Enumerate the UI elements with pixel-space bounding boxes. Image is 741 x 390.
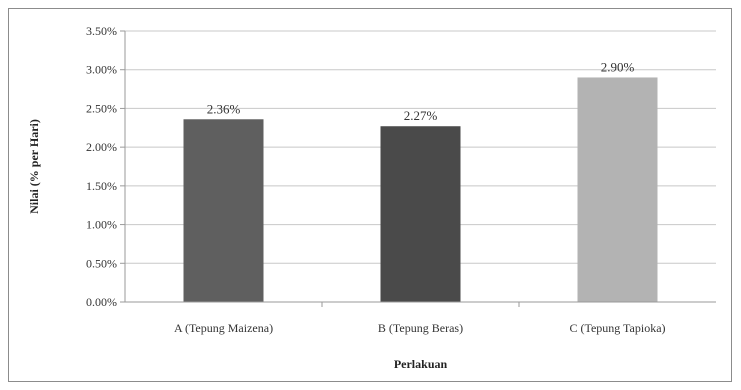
data-label: 2.36% [207, 101, 241, 116]
bar [577, 77, 658, 302]
bars [183, 77, 658, 302]
x-tick-labels: A (Tepung Maizena) B (Tepung Beras) C (Tep… [174, 302, 666, 335]
bar [380, 126, 461, 302]
y-tick-label: 0.50% [86, 256, 117, 270]
y-tick-label: 1.00% [86, 218, 117, 232]
x-axis-title: Perlakuan [394, 357, 448, 371]
x-tick-label: A (Tepung Maizena) [174, 321, 273, 335]
y-tick-label: 2.00% [86, 140, 117, 154]
y-tick-labels: 0.00% 0.50% 1.00% 1.50% 2.00% 2.50% 3.00% 3.50% [86, 24, 125, 309]
y-tick-label: 1.50% [86, 179, 117, 193]
data-labels: 2.36% 2.27% 2.90% [207, 59, 635, 123]
x-tick-label: B (Tepung Beras) [378, 321, 463, 335]
y-axis-title: Nilai (% per Hari) [27, 119, 41, 214]
data-label: 2.27% [404, 108, 438, 123]
y-tick-label: 2.50% [86, 101, 117, 115]
data-label: 2.90% [601, 59, 635, 74]
x-tick-label: C (Tepung Tapioka) [569, 321, 665, 335]
y-tick-label: 3.50% [86, 24, 117, 38]
bar [183, 119, 264, 302]
y-tick-label: 3.00% [86, 63, 117, 77]
y-tick-label: 0.00% [86, 295, 117, 309]
